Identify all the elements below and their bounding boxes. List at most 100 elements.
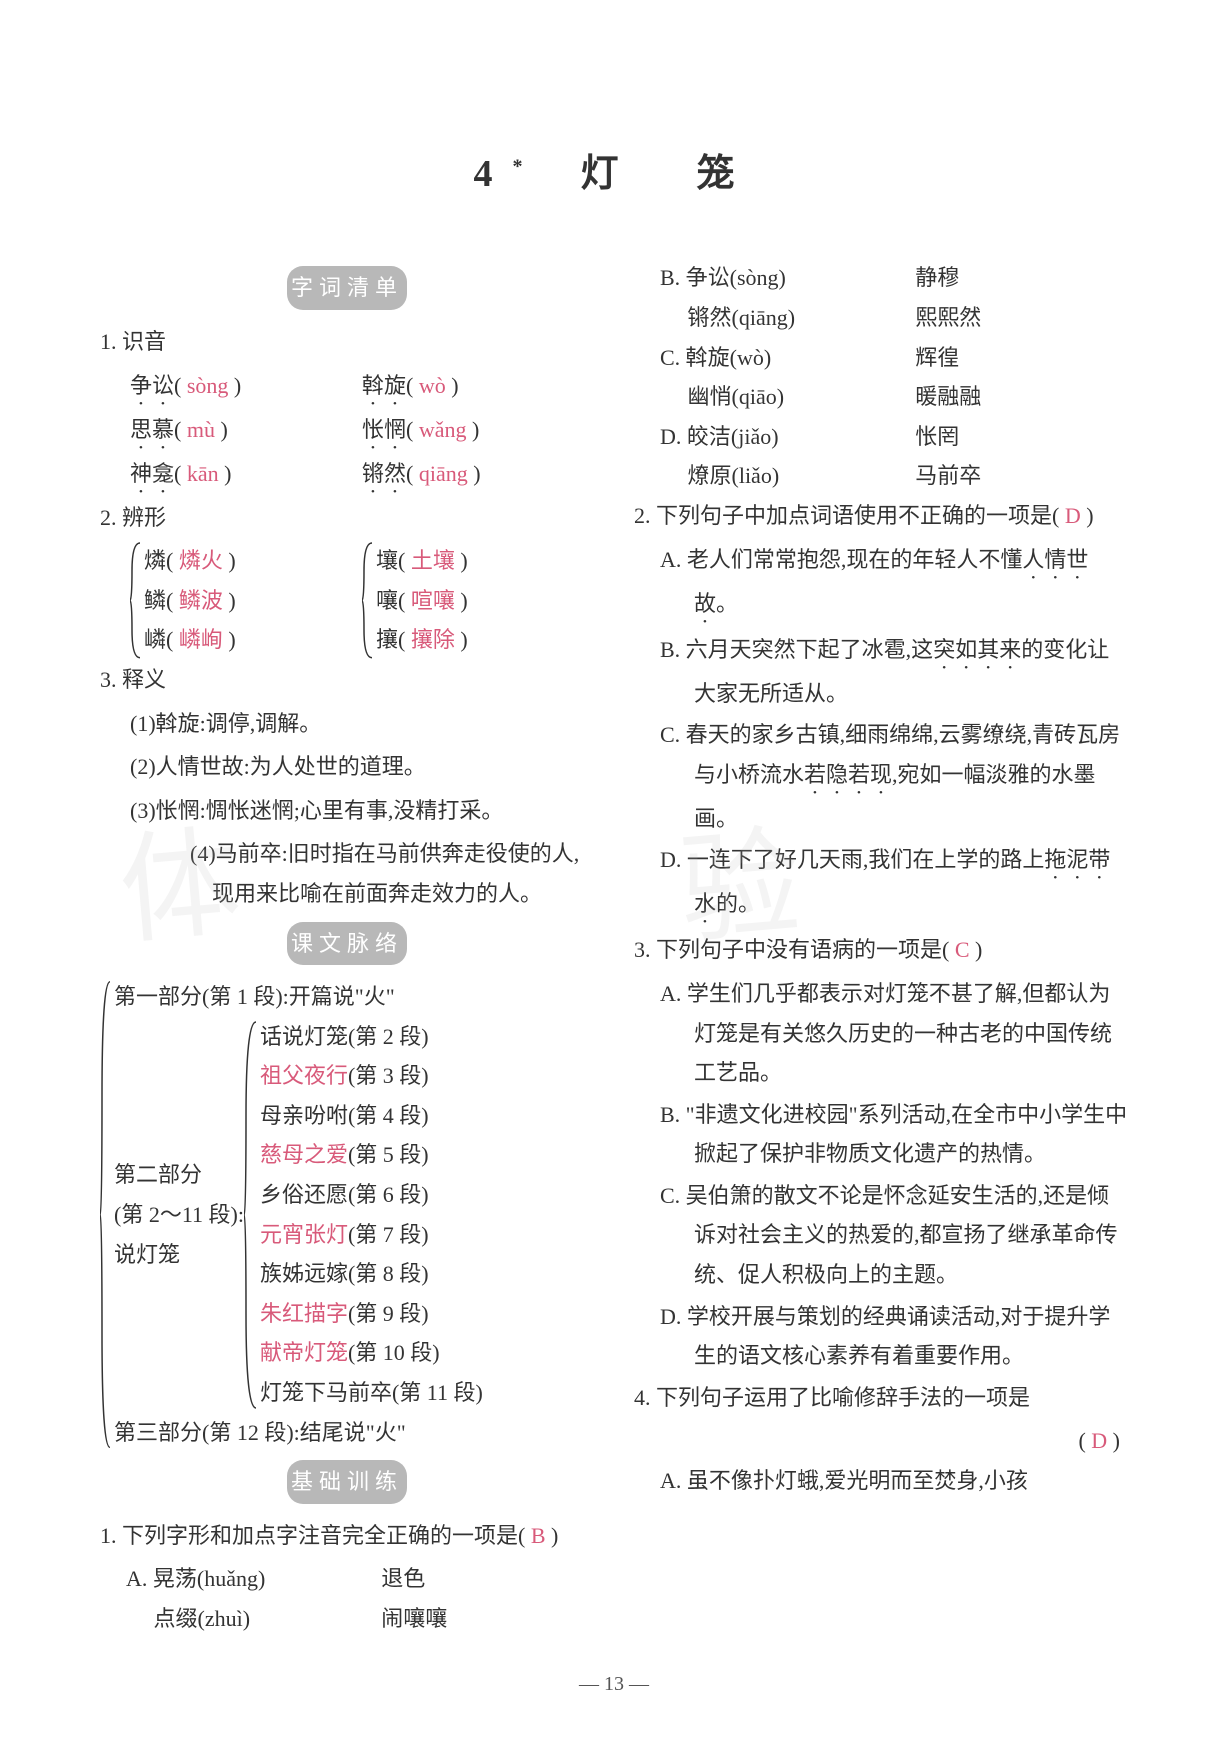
v-r2: 怅惘( <box>362 417 413 442</box>
title-sup: * <box>512 155 522 177</box>
q3-a: A. 学生们几乎都表示对灯笼不甚了解,但都认为灯笼是有关悠久历史的一种古老的中国… <box>634 974 1128 1093</box>
t: ) <box>451 373 458 398</box>
q1a1: A. 晃荡(huǎng)退色 <box>100 1559 594 1599</box>
brace-icon <box>130 541 142 660</box>
q1-stem: 1. 下列字形和加点字注音完全正确的一项是( B ) <box>100 1516 594 1556</box>
s4: 慈母之爱(第 5 段) <box>260 1135 483 1175</box>
br3a: 攘除 <box>405 627 460 652</box>
t: ) <box>220 417 227 442</box>
p2l2: (第 2～11 段): <box>114 1195 244 1235</box>
s4b: (第 5 段) <box>348 1142 429 1167</box>
v-l3: 神龛( <box>130 461 181 486</box>
v-l3-ans: kān <box>181 461 224 486</box>
r: 熙熙然 <box>915 298 1128 338</box>
brace-icon <box>362 541 374 660</box>
badge-outline: 课文脉络 <box>287 922 407 966</box>
t: ) <box>228 548 235 573</box>
br3: 攘( <box>376 627 405 652</box>
t: ) <box>473 461 480 486</box>
s9: 献帝灯笼(第 10 段) <box>260 1333 483 1373</box>
s3: 母亲吩咐(第 4 段) <box>260 1096 483 1136</box>
s7: 族姊远嫁(第 8 段) <box>260 1254 483 1294</box>
pinyin-row-1: 争讼( sòng ) 斡旋( wò ) <box>100 366 594 410</box>
vocab-h3: 3. 释义 <box>100 660 594 700</box>
s6: 元宵张灯(第 7 段) <box>260 1215 483 1255</box>
def-2: (2)人情世故:为人处世的道理。 <box>100 747 594 787</box>
l: A. 晃荡(huǎng) <box>126 1559 381 1599</box>
s2b: (第 3 段) <box>348 1063 429 1088</box>
q2-b: B. 六月天突然下起了冰雹,这突如其来的变化让大家无所适从。 <box>634 630 1128 714</box>
t: ) <box>551 1523 558 1548</box>
t: ) <box>460 548 467 573</box>
l: C. 斡旋(wò) <box>660 338 915 378</box>
q2-a: A. 老人们常常抱怨,现在的年轻人不懂人情世故。 <box>634 540 1128 628</box>
l: D. 皎洁(jiǎo) <box>660 417 915 457</box>
q3-b: B. "非遗文化进校园"系列活动,在全市中小学生中掀起了保护非物质文化遗产的热情… <box>634 1095 1128 1174</box>
badge-basic: 基础训练 <box>287 1460 407 1504</box>
q4-a: A. 虽不像扑灯蛾,爱光明而至焚身,小孩 <box>634 1461 1128 1501</box>
t: ) <box>460 588 467 613</box>
bl1a: 燐火 <box>173 548 228 573</box>
r: 怅罔 <box>915 417 1128 457</box>
q1b1: B. 争讼(sòng)静穆 <box>634 258 1128 298</box>
bl1: 燐( <box>144 548 173 573</box>
brace-group: 燐( 燐火 ) 鳞( 鳞波 ) 嶙( 嶙峋 ) 壤( 土壤 ) 嚷( 喧嚷 ) … <box>100 541 594 660</box>
sub-brace-icon <box>244 1017 258 1413</box>
em: 突如其来 <box>933 637 1021 662</box>
v-r1-ans: wò <box>413 373 451 398</box>
t: ) <box>1086 503 1093 528</box>
right-column: B. 争讼(sòng)静穆 锵然(qiāng)熙熙然 C. 斡旋(wò)辉徨 幽… <box>634 258 1128 1638</box>
def-1: (1)斡旋:调停,调解。 <box>100 704 594 744</box>
t: ) <box>228 627 235 652</box>
p2l1: 第二部分 <box>114 1155 244 1195</box>
t: ) <box>472 417 479 442</box>
s6b: (第 7 段) <box>348 1222 429 1247</box>
v-l1: 争讼( <box>130 373 181 398</box>
q1c2: 幽悄(qiāo)暖融融 <box>634 377 1128 417</box>
page-number: — 13 — <box>0 1666 1228 1702</box>
s1: 话说灯笼(第 2 段) <box>260 1017 483 1057</box>
l: 点缀(zhuì) <box>126 1599 381 1639</box>
def-3: (3)怅惘:惆怅迷惘;心里有事,没精打采。 <box>100 791 594 831</box>
l: B. 争讼(sòng) <box>660 258 915 298</box>
q3s: 3. 下列句子中没有语病的一项是( <box>634 937 949 962</box>
pinyin-row-2: 思慕( mù ) 怅惘( wǎng ) <box>100 410 594 454</box>
vocab-h2: 2. 辨形 <box>100 498 594 538</box>
vocab-h1: 1. 识音 <box>100 322 594 362</box>
t: ) <box>234 373 241 398</box>
q2s: 2. 下列句子中加点词语使用不正确的一项是( <box>634 503 1059 528</box>
r: 辉徨 <box>915 338 1128 378</box>
r: 暖融融 <box>915 377 1128 417</box>
q1d2: 燎原(liǎo)马前卒 <box>634 456 1128 496</box>
t: A. 老人们常常抱怨,现在的年轻人不懂 <box>660 547 1022 572</box>
s5: 乡俗还愿(第 6 段) <box>260 1175 483 1215</box>
s9a: 献帝灯笼 <box>260 1340 348 1365</box>
s9b: (第 10 段) <box>348 1340 440 1365</box>
br2a: 喧嚷 <box>405 588 460 613</box>
v-l2: 思慕( <box>130 417 181 442</box>
t: ) <box>460 627 467 652</box>
s4a: 慈母之爱 <box>260 1142 348 1167</box>
br1a: 土壤 <box>405 548 460 573</box>
t: ) <box>228 588 235 613</box>
title-text: 灯 笼 <box>581 153 755 195</box>
v-r2-ans: wǎng <box>413 417 472 442</box>
t: ( <box>1078 1428 1085 1453</box>
t: ) <box>224 461 231 486</box>
s8: 朱红描字(第 9 段) <box>260 1294 483 1334</box>
q2-d: D. 一连下了好几天雨,我们在上学的路上拖泥带水的。 <box>634 840 1128 928</box>
q1c1: C. 斡旋(wò)辉徨 <box>634 338 1128 378</box>
badge-vocab: 字词清单 <box>287 266 407 310</box>
q1s: 1. 下列字形和加点字注音完全正确的一项是( <box>100 1523 525 1548</box>
q4-stem: 4. 下列句子运用了比喻修辞手法的一项是 <box>634 1378 1128 1418</box>
q1d1: D. 皎洁(jiǎo)怅罔 <box>634 417 1128 457</box>
t: D. 一连下了好几天雨,我们在上学的路上 <box>660 847 1044 872</box>
t: 的。 <box>716 891 760 916</box>
bl3: 嶙( <box>144 627 173 652</box>
v-r3: 锵然( <box>362 461 413 486</box>
r: 闹嚷嚷 <box>381 1599 594 1639</box>
q4-answer: ( D ) <box>634 1421 1128 1461</box>
outline-brace-icon <box>100 977 112 1452</box>
q1b2: 锵然(qiāng)熙熙然 <box>634 298 1128 338</box>
br2: 嚷( <box>376 588 405 613</box>
